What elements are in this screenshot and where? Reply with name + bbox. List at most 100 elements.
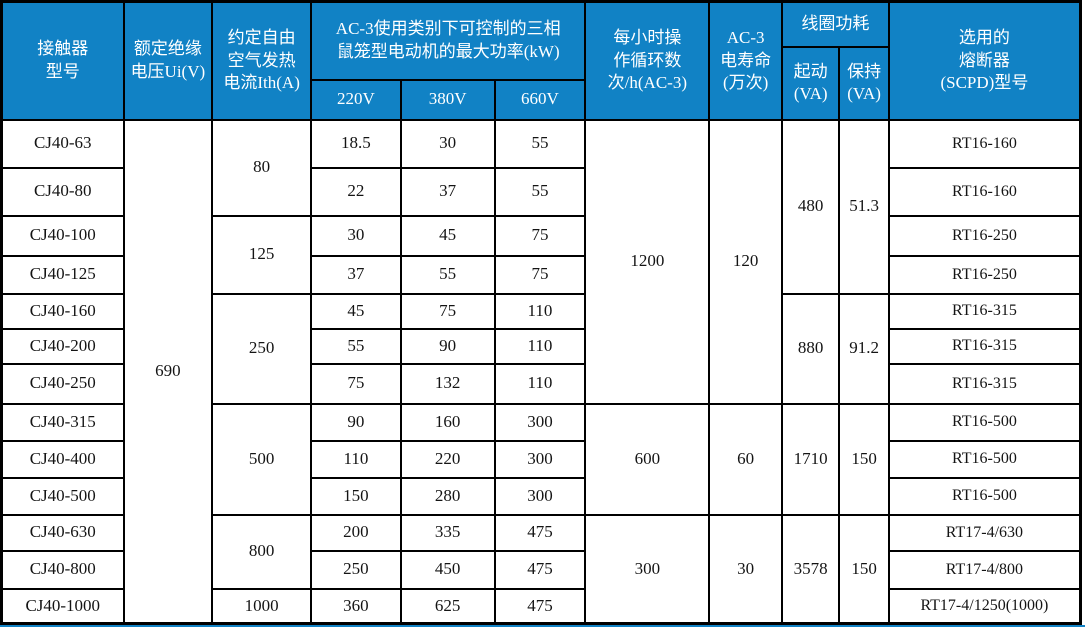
cell-model: CJ40-315 xyxy=(0,402,125,442)
header-380v: 380V xyxy=(399,78,496,121)
table-row: CJ40-800 250 450 475 RT17-4/800 xyxy=(0,549,1082,590)
cell-coil-hold: 150 xyxy=(838,402,890,516)
cell-p660: 110 xyxy=(493,292,587,330)
table-row: CJ40-200 55 90 110 RT16-315 xyxy=(0,327,1082,365)
header-electrical-life: AC-3 电寿命 (万次) xyxy=(708,0,783,121)
cell-ith: 250 xyxy=(211,292,313,405)
cell-p220: 18.5 xyxy=(310,118,402,169)
cell-p220: 30 xyxy=(310,214,402,257)
cell-fuse: RT16-160 xyxy=(887,118,1082,169)
cell-coil-hold: 51.3 xyxy=(838,118,890,295)
cell-p660: 75 xyxy=(493,254,587,295)
header-660v: 660V xyxy=(493,78,587,121)
cell-p220: 250 xyxy=(310,549,402,590)
header-220v: 220V xyxy=(310,78,402,121)
table-row: CJ40-80 22 37 55 RT16-160 xyxy=(0,166,1082,217)
cell-model: CJ40-800 xyxy=(0,549,125,590)
cell-p220: 200 xyxy=(310,513,402,552)
cell-p380: 335 xyxy=(399,513,496,552)
header-coil-start: 起动 (VA) xyxy=(780,45,841,121)
cell-model: CJ40-160 xyxy=(0,292,125,330)
header-thermal-current: 约定自由 空气发热 电流Ith(A) xyxy=(211,0,313,121)
table-row: CJ40-500 150 280 300 RT16-500 xyxy=(0,476,1082,516)
cell-model: CJ40-200 xyxy=(0,327,125,365)
cell-coil-start: 480 xyxy=(780,118,841,295)
table-row: CJ40-100 125 30 45 75 RT16-250 xyxy=(0,214,1082,295)
cell-p220: 45 xyxy=(310,292,402,330)
header-model: 接触器 型号 xyxy=(0,0,125,121)
cell-p220: 360 xyxy=(310,587,402,625)
table-row: CJ40-400 110 220 300 RT16-500 xyxy=(0,439,1082,479)
cell-p660: 475 xyxy=(493,587,587,625)
cell-p220: 37 xyxy=(310,254,402,295)
cell-p660: 55 xyxy=(493,118,587,169)
table-row: CJ40-630 800 200 335 475 300 30 3578 150… xyxy=(0,513,1082,625)
cell-fuse: RT16-500 xyxy=(887,476,1082,516)
cell-coil-start: 880 xyxy=(780,292,841,405)
cell-model: CJ40-250 xyxy=(0,362,125,405)
cell-p380: 625 xyxy=(399,587,496,625)
cell-p660: 300 xyxy=(493,402,587,442)
cell-ith: 1000 xyxy=(211,587,313,625)
cell-p660: 75 xyxy=(493,214,587,257)
cell-p380: 450 xyxy=(399,549,496,590)
cell-p380: 132 xyxy=(399,362,496,405)
cell-coil-hold: 150 xyxy=(838,513,890,625)
cell-p380: 45 xyxy=(399,214,496,257)
cell-ith: 125 xyxy=(211,214,313,295)
table-row: CJ40-63 690 80 18.5 30 55 1200 120 480 5… xyxy=(0,118,1082,625)
cell-p220: 22 xyxy=(310,166,402,217)
cell-cycles: 600 xyxy=(584,402,711,516)
cell-model: CJ40-63 xyxy=(0,118,125,169)
table-row: CJ40-160 250 45 75 110 880 91.2 RT16-315 xyxy=(0,292,1082,405)
cell-life: 30 xyxy=(708,513,783,625)
cell-ith: 500 xyxy=(211,402,313,516)
header-fuse: 选用的 熔断器 (SCPD)型号 xyxy=(887,0,1082,121)
table-row: CJ40-315 500 90 160 300 600 60 1710 150 … xyxy=(0,402,1082,516)
cell-fuse: RT17-4/1250(1000) xyxy=(887,587,1082,625)
cell-coil-hold: 91.2 xyxy=(838,292,890,405)
cell-p380: 30 xyxy=(399,118,496,169)
header-cycles: 每小时操 作循环数 次/h(AC-3) xyxy=(584,0,711,121)
cell-model: CJ40-80 xyxy=(0,166,125,217)
cell-coil-start: 1710 xyxy=(780,402,841,516)
header-coil-power-group: 线圈功耗 xyxy=(780,0,890,48)
cell-model: CJ40-500 xyxy=(0,476,125,516)
cell-p380: 90 xyxy=(399,327,496,365)
cell-p380: 37 xyxy=(399,166,496,217)
cell-p660: 475 xyxy=(493,549,587,590)
cell-p380: 160 xyxy=(399,402,496,442)
cell-life: 120 xyxy=(708,118,783,405)
cell-p220: 90 xyxy=(310,402,402,442)
cell-ith: 800 xyxy=(211,513,313,590)
table-row: CJ40-125 37 55 75 RT16-250 xyxy=(0,254,1082,295)
cell-fuse: RT16-500 xyxy=(887,402,1082,442)
cell-fuse: RT17-4/800 xyxy=(887,549,1082,590)
cell-p220: 110 xyxy=(310,439,402,479)
cell-coil-start: 3578 xyxy=(780,513,841,625)
cell-p380: 75 xyxy=(399,292,496,330)
cell-fuse: RT16-500 xyxy=(887,439,1082,479)
cell-model: CJ40-400 xyxy=(0,439,125,479)
cell-model: CJ40-1000 xyxy=(0,587,125,625)
cell-p660: 300 xyxy=(493,476,587,516)
cell-fuse: RT17-4/630 xyxy=(887,513,1082,552)
cell-p660: 300 xyxy=(493,439,587,479)
table-header: 接触器 型号 额定绝缘 电压Ui(V) 约定自由 空气发热 电流Ith(A) A… xyxy=(0,0,1082,121)
cell-p660: 55 xyxy=(493,166,587,217)
cell-fuse: RT16-160 xyxy=(887,166,1082,217)
bottom-accent-strip xyxy=(0,625,1085,627)
cell-fuse: RT16-315 xyxy=(887,362,1082,405)
cell-fuse: RT16-250 xyxy=(887,214,1082,257)
table-row: CJ40-250 75 132 110 RT16-315 xyxy=(0,362,1082,405)
cell-p660: 475 xyxy=(493,513,587,552)
cell-p220: 55 xyxy=(310,327,402,365)
cell-fuse: RT16-315 xyxy=(887,327,1082,365)
cell-p220: 150 xyxy=(310,476,402,516)
cell-p380: 220 xyxy=(399,439,496,479)
cell-p660: 110 xyxy=(493,327,587,365)
cell-ith: 80 xyxy=(211,118,313,217)
cell-rated-voltage: 690 xyxy=(122,118,214,625)
